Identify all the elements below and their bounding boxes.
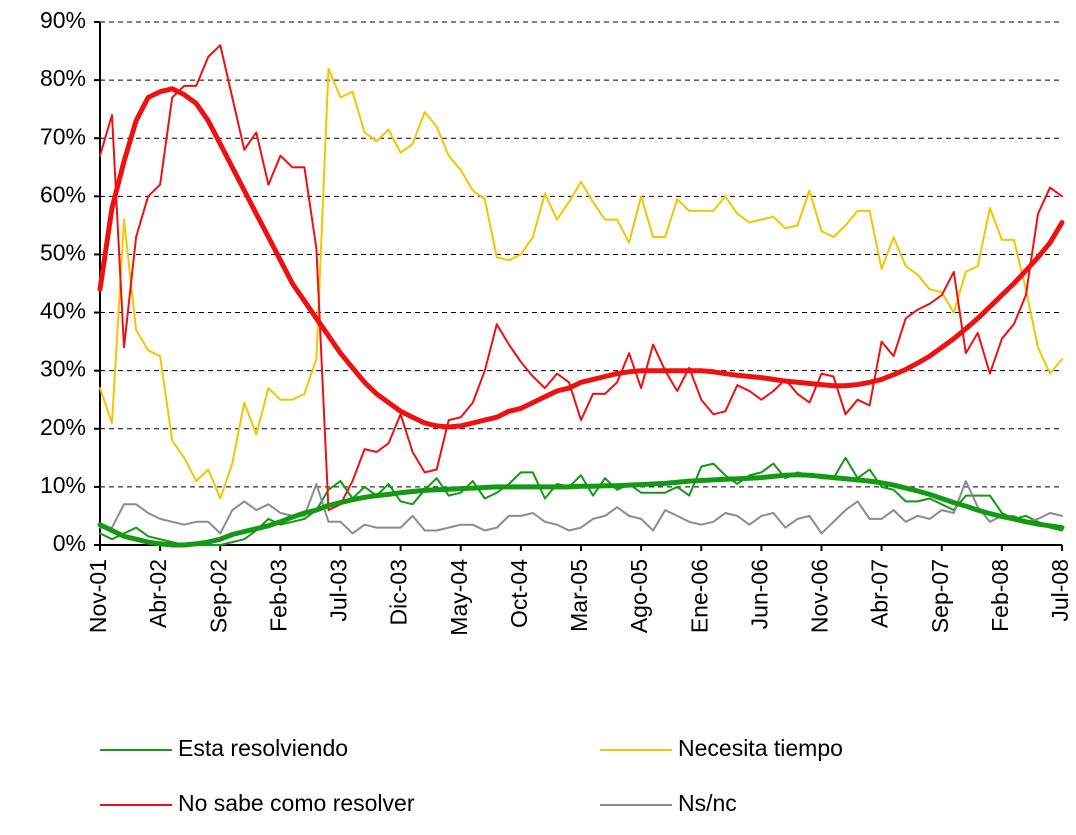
legend-label: Necesita tiempo	[678, 735, 843, 761]
y-tick-label: 30%	[40, 356, 86, 382]
series-line	[99, 480, 1063, 535]
legend-label: No sabe como resolver	[178, 790, 415, 816]
series-line	[99, 44, 1063, 512]
x-tick-label: Mar-05	[566, 559, 592, 632]
x-tick-label: Sep-07	[927, 559, 953, 633]
legend-label: Ns/nc	[678, 790, 737, 816]
x-tick-label: Nov-06	[807, 559, 833, 633]
x-tick-label: Feb-03	[265, 559, 291, 632]
x-tick-label: Jul-08	[1047, 559, 1073, 622]
x-tick-label: Ene-06	[686, 559, 712, 633]
y-tick-label: 70%	[40, 123, 86, 149]
y-tick-label: 40%	[40, 298, 86, 324]
x-tick-label: May-04	[446, 559, 472, 636]
y-tick-label: 60%	[40, 181, 86, 207]
x-tick-label: Sep-02	[205, 559, 231, 633]
x-tick-label: Jul-03	[326, 559, 352, 622]
x-tick-label: Nov-01	[85, 559, 111, 633]
x-tick-label: Oct-04	[506, 559, 532, 628]
series-line	[97, 472, 1065, 548]
legend-label: Esta resolviendo	[178, 735, 348, 761]
y-tick-label: 20%	[40, 414, 86, 440]
y-tick-label: 90%	[40, 7, 86, 33]
x-tick-label: Feb-08	[987, 559, 1013, 632]
x-tick-label: Ago-05	[626, 559, 652, 633]
y-tick-label: 80%	[40, 65, 86, 91]
x-tick-label: Abr-02	[145, 559, 171, 628]
series-line	[97, 86, 1065, 430]
x-tick-label: Abr-07	[867, 559, 893, 628]
series-line	[99, 67, 1063, 500]
x-tick-label: Dic-03	[386, 559, 412, 625]
y-tick-label: 10%	[40, 472, 86, 498]
x-tick-label: Jun-06	[746, 559, 772, 629]
y-tick-label: 50%	[40, 240, 86, 266]
y-tick-label: 0%	[53, 530, 86, 556]
